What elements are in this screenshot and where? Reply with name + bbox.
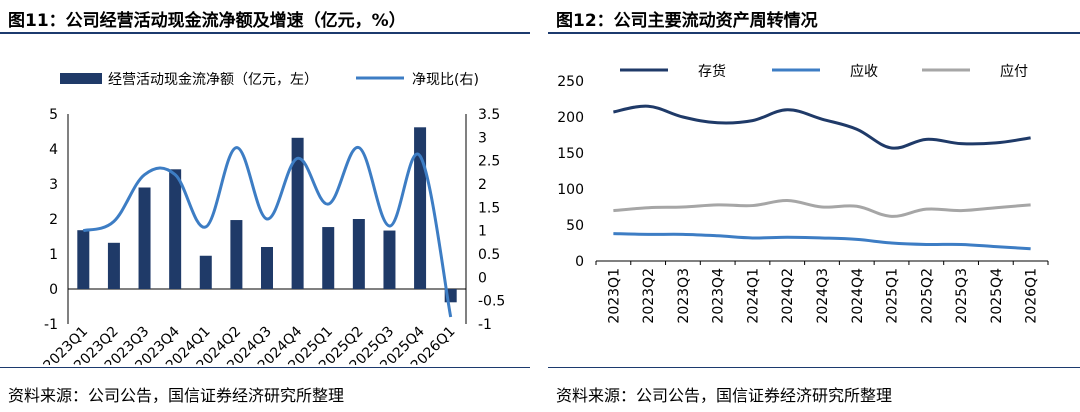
y-axis-tick-label: 250	[557, 74, 584, 90]
figure-11-panel: 图11：公司经营活动现金流净额及增速（亿元，%） 经营活动现金流净额（亿元，左）…	[0, 0, 530, 412]
left-axis-tick-label: 1	[49, 247, 58, 263]
legend-label-存货: 存货	[698, 63, 726, 80]
right-axis-tick-label: 2	[478, 177, 487, 193]
x-axis-category-label: 2024Q3	[815, 268, 831, 324]
figure-11-title-rule	[0, 32, 530, 34]
right-axis-tick-label: 1.5	[478, 200, 500, 216]
left-axis-tick-label: 3	[49, 177, 58, 193]
bar-2024Q3	[261, 247, 273, 289]
bar-2025Q3	[383, 230, 396, 289]
bar-2024Q1	[199, 255, 212, 289]
right-axis-tick-label: 0	[478, 270, 487, 286]
x-axis-category-label: 2025Q1	[885, 268, 901, 324]
figure-11-source-rule	[0, 367, 530, 368]
legend-bar-swatch	[60, 73, 102, 84]
right-axis-tick-label: 1	[478, 224, 487, 240]
bar-2025Q4	[414, 127, 427, 289]
figure-12-title: 图12：公司主要流动资产周转情况	[556, 11, 818, 31]
x-axis-category-label: 2025Q3	[954, 268, 970, 324]
figure-12-chart: 存货 应收 应付 0 50 100 150 200 250 2023Q1 2023Q2 2023Q3 2…	[557, 63, 1049, 324]
bar-2024Q2	[230, 220, 243, 289]
right-axis-tick-label: 3.5	[478, 107, 500, 123]
y-axis-tick-label: 100	[557, 182, 584, 198]
series-line-应收	[613, 232, 1031, 251]
ratio-line	[82, 146, 453, 318]
y-axis-tick-label: 0	[575, 254, 584, 270]
figure-12-title-rule	[548, 32, 1080, 34]
right-axis-tick-label: 2.5	[478, 154, 500, 170]
x-axis-category-label: 2024Q2	[780, 268, 796, 324]
x-axis-category-label: 2023Q4	[711, 268, 727, 324]
legend-bar-label: 经营活动现金流净额（亿元，左）	[108, 72, 318, 88]
legend-label-应收: 应收	[850, 63, 878, 80]
x-axis-category-label: 2026Q1	[1024, 268, 1040, 324]
x-axis-category-label: 2025Q2	[919, 268, 935, 324]
y-axis-tick-label: 150	[557, 146, 584, 162]
series-line-存货	[613, 104, 1031, 150]
figure-12-source-rule	[548, 367, 1080, 368]
legend-label-应付: 应付	[1000, 63, 1028, 80]
figure-11-chart: 经营活动现金流净额（亿元，左） 净现比(右) -1 0 1 2 3 4 5 -1 -0.5 0 0.5 1…	[41, 72, 506, 365]
y-axis-tick-label: 200	[557, 110, 584, 126]
left-axis-tick-label: 2	[49, 212, 58, 228]
figure-11-source: 资料来源：公司公告，国信证券经济研究所整理	[8, 386, 345, 405]
bar-2025Q2	[352, 219, 365, 289]
right-axis-tick-label: 3	[478, 130, 487, 146]
x-axis-category-label: 2023Q2	[641, 268, 657, 324]
left-axis-tick-label: 4	[49, 142, 58, 158]
figure-12-source: 资料来源：公司公告，国信证券经济研究所整理	[556, 386, 893, 405]
x-axis-category-label: 2024Q1	[745, 268, 761, 324]
left-axis-tick-label: -1	[44, 317, 58, 333]
right-axis-tick-label: -1	[478, 317, 492, 333]
x-axis-category-label: 2023Q3	[676, 268, 692, 324]
left-axis-tick-label: 0	[49, 282, 58, 298]
series-line-应付	[613, 199, 1031, 218]
x-axis-category-label: 2024Q4	[850, 268, 866, 324]
bar-2023Q1	[77, 230, 90, 289]
y-axis-tick-label: 50	[566, 218, 584, 234]
bar-2023Q4	[169, 169, 182, 289]
bar-2023Q3	[138, 187, 151, 289]
x-axis-category-label: 2023Q1	[606, 268, 622, 324]
bar-2023Q2	[107, 242, 120, 289]
right-axis-tick-label: 0.5	[478, 247, 500, 263]
right-axis-tick-label: -0.5	[478, 294, 505, 310]
figure-12-panel: 图12：公司主要流动资产周转情况 存货 应收 应付 0 50 100 150 200 250 20…	[548, 0, 1080, 412]
legend-line-label: 净现比(右)	[412, 72, 479, 88]
figure-11-title: 图11：公司经营活动现金流净额及增速（亿元，%）	[8, 11, 406, 31]
x-axis-category-label: 2025Q4	[989, 268, 1005, 324]
bar-2024Q4	[291, 137, 304, 289]
bar-2025Q1	[322, 227, 335, 289]
left-axis-tick-label: 5	[49, 107, 58, 123]
